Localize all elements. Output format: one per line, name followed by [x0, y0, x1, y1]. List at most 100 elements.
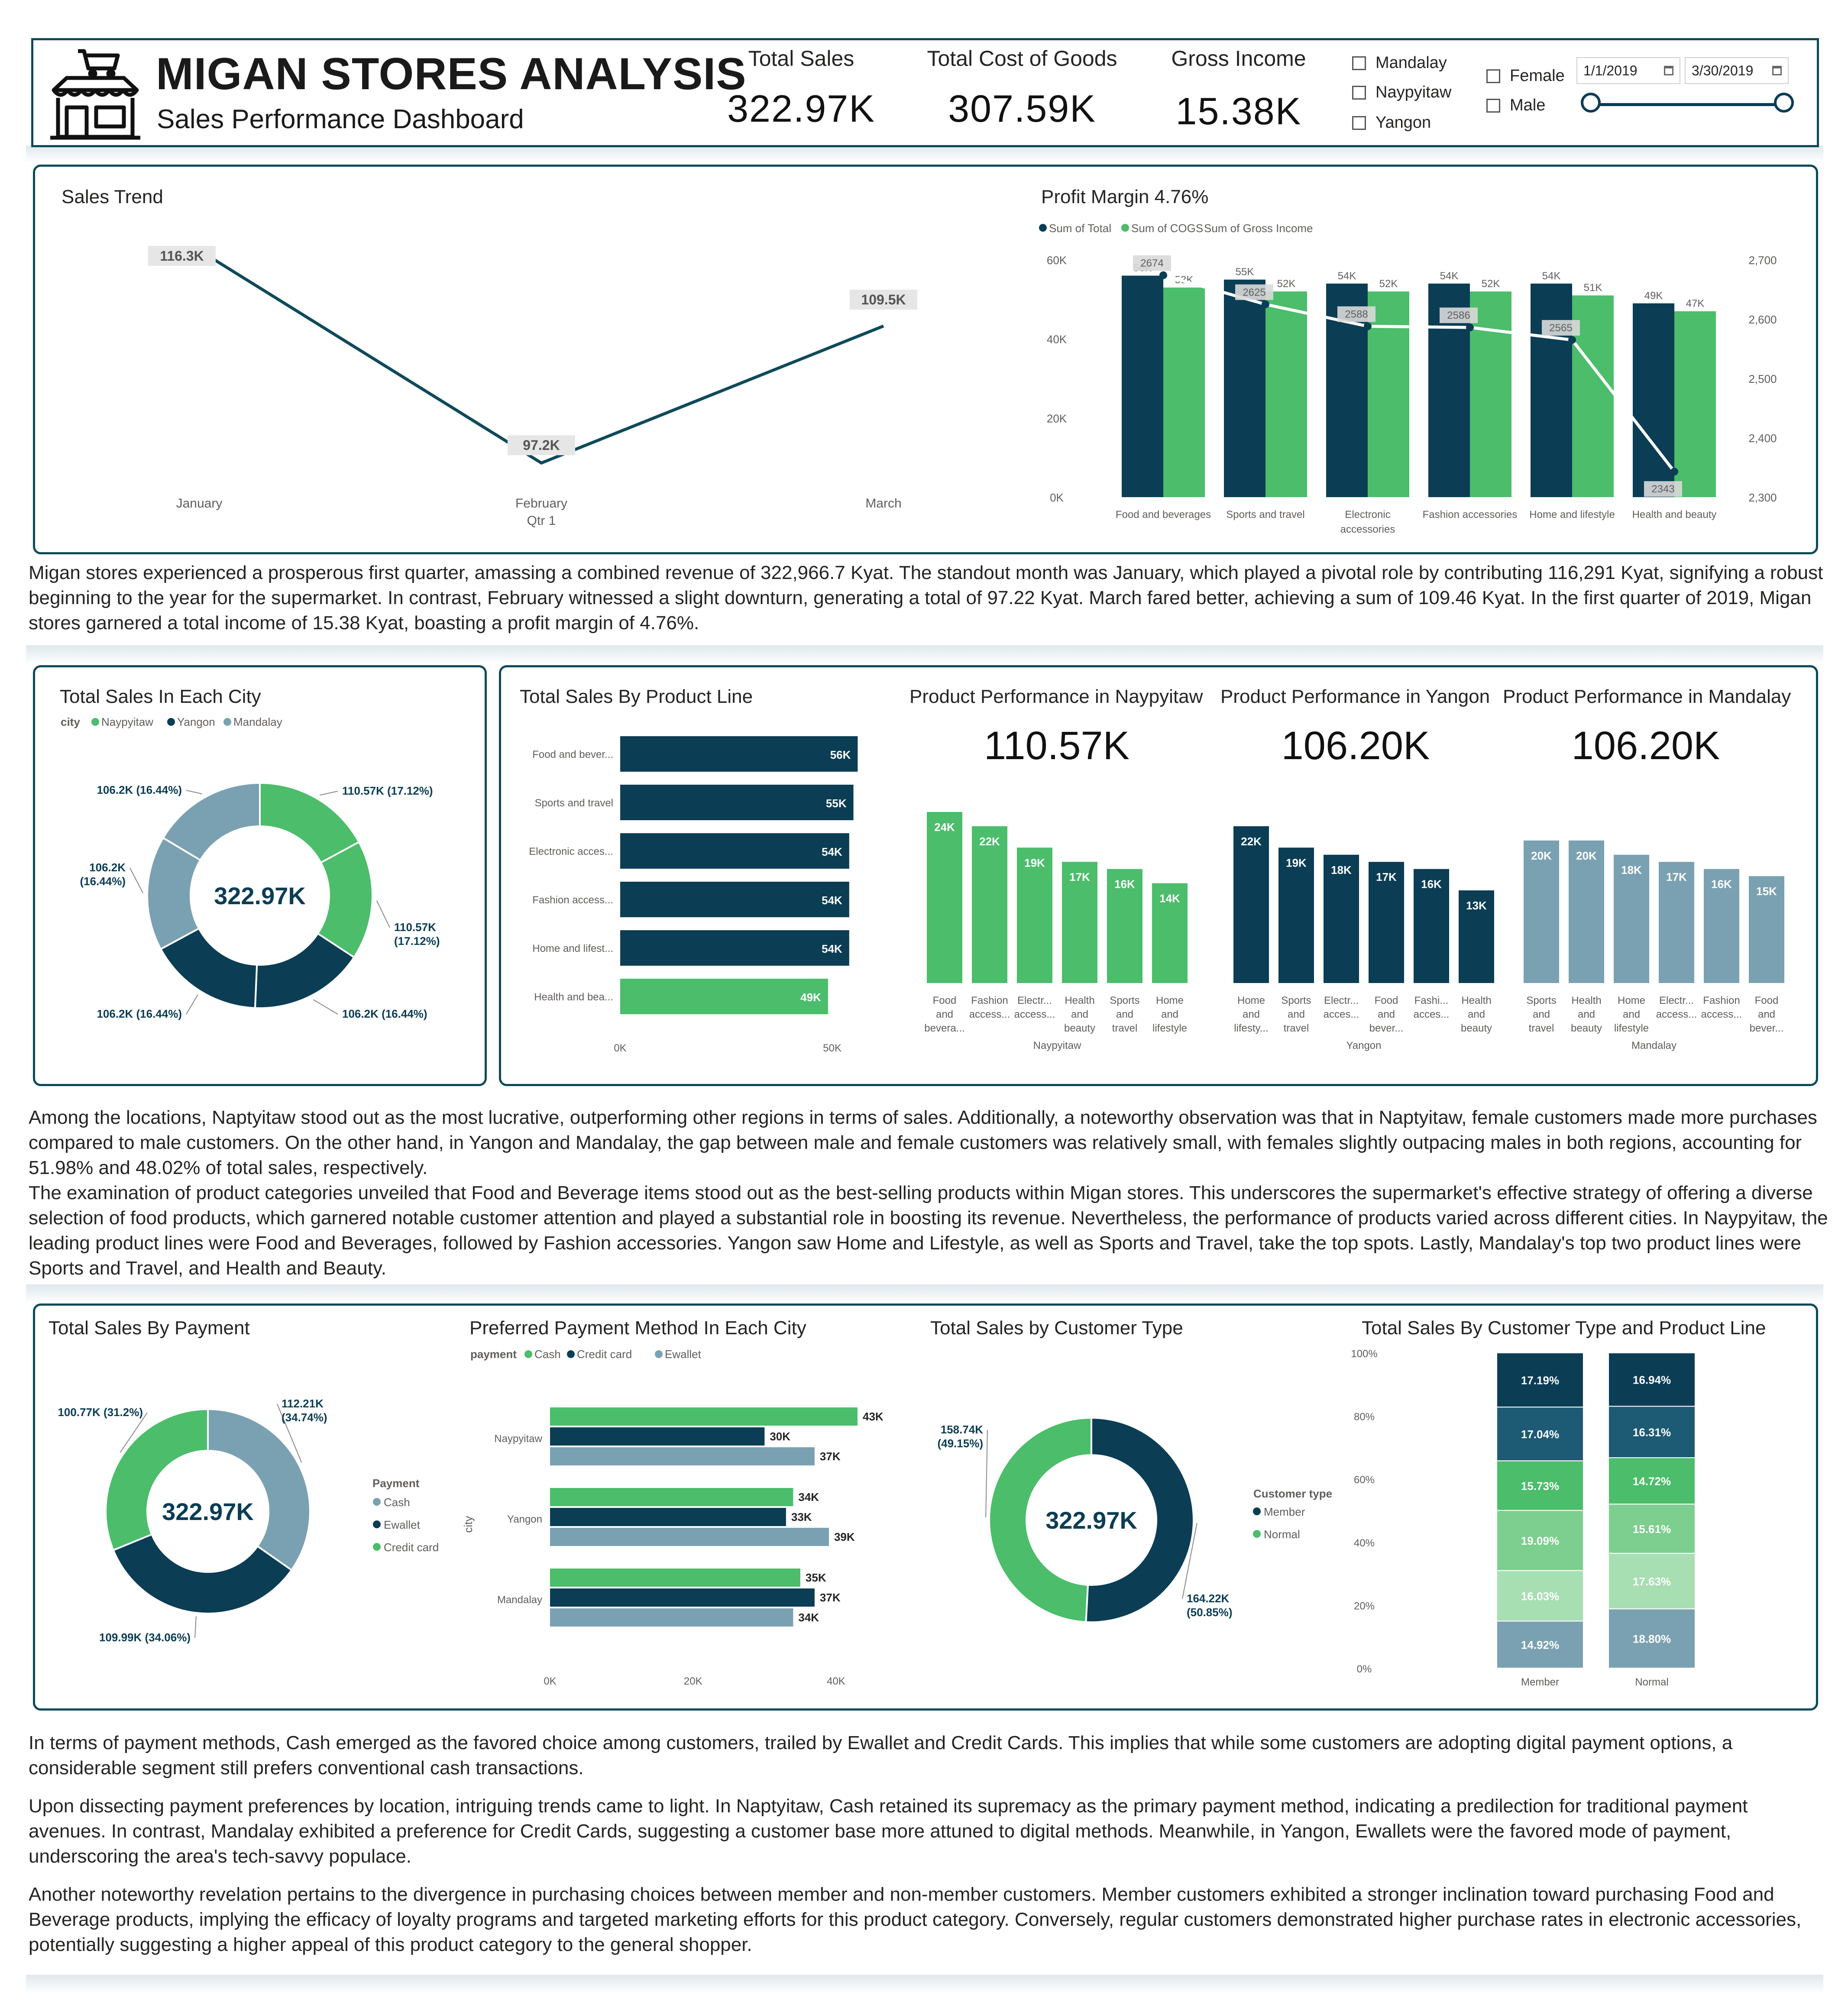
x-tick-label: bever...: [1369, 1022, 1404, 1034]
y-tick-label: Food and bever...: [532, 749, 613, 760]
y-tick-label: 80%: [1354, 1411, 1375, 1423]
legend-title: city: [61, 715, 80, 728]
calendar-icon: [1772, 66, 1782, 75]
bar-sum-of-total: [1531, 283, 1572, 497]
bar-data-label: 33K: [791, 1510, 812, 1523]
data-label-bg: [1235, 284, 1273, 300]
x-axis-label: Naypyitaw: [1033, 1040, 1081, 1051]
slice-label: (17.12%): [394, 935, 440, 948]
x-tick-label: March: [865, 496, 901, 511]
bar-data-label: 19K: [1024, 856, 1045, 869]
x-tick-label: 0K: [614, 1042, 626, 1054]
segment-data-label: 17.63%: [1633, 1575, 1671, 1588]
y-tick-label: 0K: [1050, 491, 1064, 504]
product-line-bar: [620, 930, 849, 966]
x-tick-label: and: [1243, 1009, 1260, 1020]
segment-data-label: 16.94%: [1633, 1374, 1671, 1387]
bar-sum-of-cogs: [1265, 291, 1307, 497]
leader-line: [194, 1616, 197, 1638]
date-slider-start-handle[interactable]: [1581, 93, 1601, 113]
slice-label: 158.74K: [941, 1423, 984, 1436]
x-tick-label: and: [1116, 1009, 1133, 1020]
product-performance-bar: [1614, 854, 1649, 983]
slice-label: 100.77K (31.2%): [58, 1406, 143, 1419]
bar-data-label: 52K: [1379, 278, 1398, 290]
product-performance-bar: [1107, 869, 1142, 983]
legend-marker: [567, 1350, 575, 1358]
x-tick-label: Electr...: [1017, 995, 1052, 1006]
narrative-q1: Migan stores experienced a prosperous fi…: [29, 560, 1830, 649]
gross-income-point: [1262, 300, 1269, 308]
payment-city-bar: [550, 1528, 829, 1546]
product-performance-bar: [1659, 862, 1694, 983]
bar-data-label: 34K: [798, 1611, 819, 1624]
filter-city-mandalay[interactable]: Mandalay: [1352, 54, 1447, 72]
bar-data-label: 17K: [1376, 870, 1397, 883]
y-tick-label: 20%: [1354, 1600, 1375, 1612]
bar-sum-of-total: [1224, 279, 1265, 497]
filter-gender-male[interactable]: Male: [1486, 96, 1545, 115]
legend-marker: [373, 1543, 381, 1551]
x-tick-label: 20K: [684, 1675, 702, 1687]
legend-marker: [167, 718, 175, 726]
product-line-bar-chart: 56K Food and bever... 55K Sports and travel…: [529, 736, 858, 1054]
slice-label: (50.85%): [1187, 1606, 1233, 1619]
slice-label: (34.74%): [282, 1411, 327, 1424]
x-tick-label: February: [515, 496, 567, 511]
legend-label: Mandalay: [233, 715, 282, 728]
checkbox-icon: [1352, 56, 1366, 70]
x-tick-label: access...: [1656, 1009, 1697, 1020]
bar-sum-of-cogs: [1163, 287, 1205, 497]
bar-sum-of-cogs: [1470, 291, 1511, 497]
product-performance-bar: [1233, 826, 1269, 983]
x-tick-label: Sports and travel: [1226, 509, 1304, 521]
legend-marker: [223, 718, 231, 726]
profit-margin-title: Profit Margin 4.76%: [1041, 186, 1209, 207]
x-tick-label: Electronic: [1345, 509, 1390, 521]
stacked-segment: [1608, 1552, 1696, 1610]
x-axis-label: Yangon: [1346, 1040, 1382, 1051]
bar-data-label: 52K: [1482, 278, 1500, 290]
bar-data-label: 16K: [1711, 878, 1732, 891]
dashboard-title: MIGAN STORES ANALYSIS: [156, 49, 747, 99]
filter-gender-female[interactable]: Female: [1486, 67, 1565, 85]
legend-label: Cash: [384, 1496, 410, 1509]
gross-income-point: [1364, 322, 1372, 330]
perf-naypyitaw-kpi: 110.57K: [984, 724, 1130, 768]
leader-line: [320, 791, 338, 796]
x-tick-label: access...: [969, 1009, 1010, 1020]
legend-marker: [1253, 1530, 1261, 1538]
donut-center-label: 322.97K: [214, 882, 306, 909]
donut-slice: [105, 1408, 209, 1552]
stacked-segment: [1496, 1460, 1584, 1511]
product-performance-bar: [1569, 840, 1604, 983]
date-start-input[interactable]: 1/1/2019: [1576, 57, 1680, 84]
donut-center-label: 322.97K: [1045, 1507, 1137, 1534]
data-label: 97.2K: [523, 437, 560, 453]
date-end-input[interactable]: 3/30/2019: [1685, 57, 1789, 84]
gross-income-point: [1670, 468, 1678, 476]
perf-yangon-kpi: 106.20K: [1281, 724, 1430, 768]
legend-label: Cash: [534, 1348, 561, 1361]
x-tick-label: Electr...: [1659, 995, 1694, 1006]
date-slider-end-handle[interactable]: [1774, 93, 1794, 113]
payment-city-bar: [550, 1508, 786, 1526]
slice-label: (16.44%): [80, 875, 126, 888]
filter-city-naypyitaw[interactable]: Naypyitaw: [1352, 83, 1451, 102]
perf-mandalay-kpi: 106.20K: [1571, 724, 1720, 768]
x-tick-label: and: [1378, 1009, 1395, 1020]
filter-city-yangon[interactable]: Yangon: [1352, 113, 1431, 132]
x-tick-label: lifestyle: [1152, 1022, 1187, 1034]
donut-center-label: 322.97K: [162, 1498, 254, 1525]
x-tick-label: 50K: [823, 1042, 841, 1054]
gross-income-point: [1568, 336, 1576, 344]
product-performance-bar: [1278, 847, 1314, 983]
payment-city-bar: [550, 1488, 793, 1506]
legend-label: Sum of Gross Income: [1204, 222, 1313, 235]
x-tick-label: acces...: [1414, 1009, 1450, 1020]
narrative-paragraph: The examination of product categories un…: [29, 1182, 1828, 1279]
perf-mandalay-title: Product Performance in Mandalay: [1503, 686, 1791, 707]
x-tick-label: and: [1533, 1009, 1550, 1020]
product-performance-bar: [927, 812, 962, 983]
bar-data-label: 49K: [800, 991, 821, 1004]
